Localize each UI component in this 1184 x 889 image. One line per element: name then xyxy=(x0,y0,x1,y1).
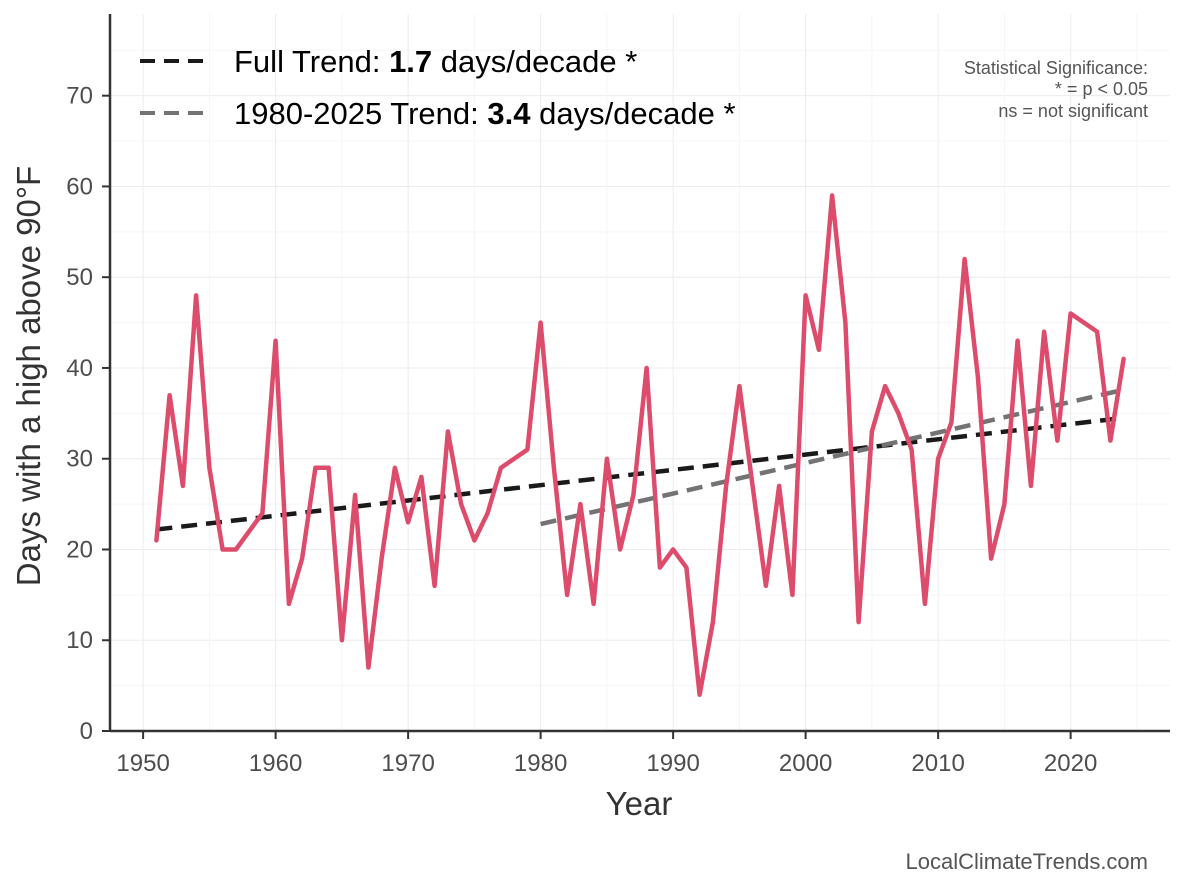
y-tick-label: 10 xyxy=(66,627,93,654)
significance-title: Statistical Significance: xyxy=(964,58,1148,78)
y-tick-label: 0 xyxy=(80,718,93,745)
y-axis-title: Days with a high above 90°F xyxy=(10,166,47,586)
legend-label-recent: 1980-2025 Trend: 3.4 days/decade * xyxy=(234,96,736,131)
series-lines xyxy=(154,193,1126,697)
legend-full-value: 1.7 xyxy=(389,44,432,79)
x-tick-label: 2000 xyxy=(779,750,832,777)
significance-line-1: * = p < 0.05 xyxy=(1055,79,1148,99)
y-tick-label: 40 xyxy=(66,355,93,382)
significance-line-2: ns = not significant xyxy=(998,101,1148,121)
credit-text: LocalClimateTrends.com xyxy=(906,849,1149,874)
x-tick-label: 1990 xyxy=(646,750,699,777)
y-tick-label: 60 xyxy=(66,173,93,200)
legend-recent-suffix: days/decade * xyxy=(530,96,735,131)
y-tick-label: 30 xyxy=(66,446,93,473)
x-tick-label: 1970 xyxy=(381,750,434,777)
full-trend-line xyxy=(156,415,1124,532)
legend-recent-prefix: 1980-2025 Trend: xyxy=(234,96,487,131)
x-tick-label: 1960 xyxy=(249,750,302,777)
legend-full-prefix: Full Trend: xyxy=(234,44,389,79)
grid xyxy=(110,14,1170,732)
x-tick-label: 2010 xyxy=(911,750,964,777)
axis-ticks: 0 10 20 30 40 50 60 70 1950 1960 1970 1980 1990 2000 2… xyxy=(66,83,1097,777)
significance-note: Statistical Significance: * = p < 0.05 n… xyxy=(964,58,1148,121)
trend-lines xyxy=(156,387,1125,532)
legend-recent-value: 3.4 xyxy=(487,96,531,131)
x-tick-label: 1950 xyxy=(116,750,169,777)
x-tick-label: 2020 xyxy=(1044,750,1097,777)
legend-full-suffix: days/decade * xyxy=(432,44,637,79)
y-tick-label: 20 xyxy=(66,536,93,563)
x-tick-label: 1980 xyxy=(514,750,567,777)
x-axis-title: Year xyxy=(606,785,673,822)
y-tick-label: 50 xyxy=(66,264,93,291)
legend-label-full: Full Trend: 1.7 days/decade * xyxy=(234,44,637,79)
y-tick-label: 70 xyxy=(66,83,93,110)
series-line xyxy=(154,193,1126,697)
legend: Full Trend: 1.7 days/decade * 1980-2025 … xyxy=(140,44,736,131)
